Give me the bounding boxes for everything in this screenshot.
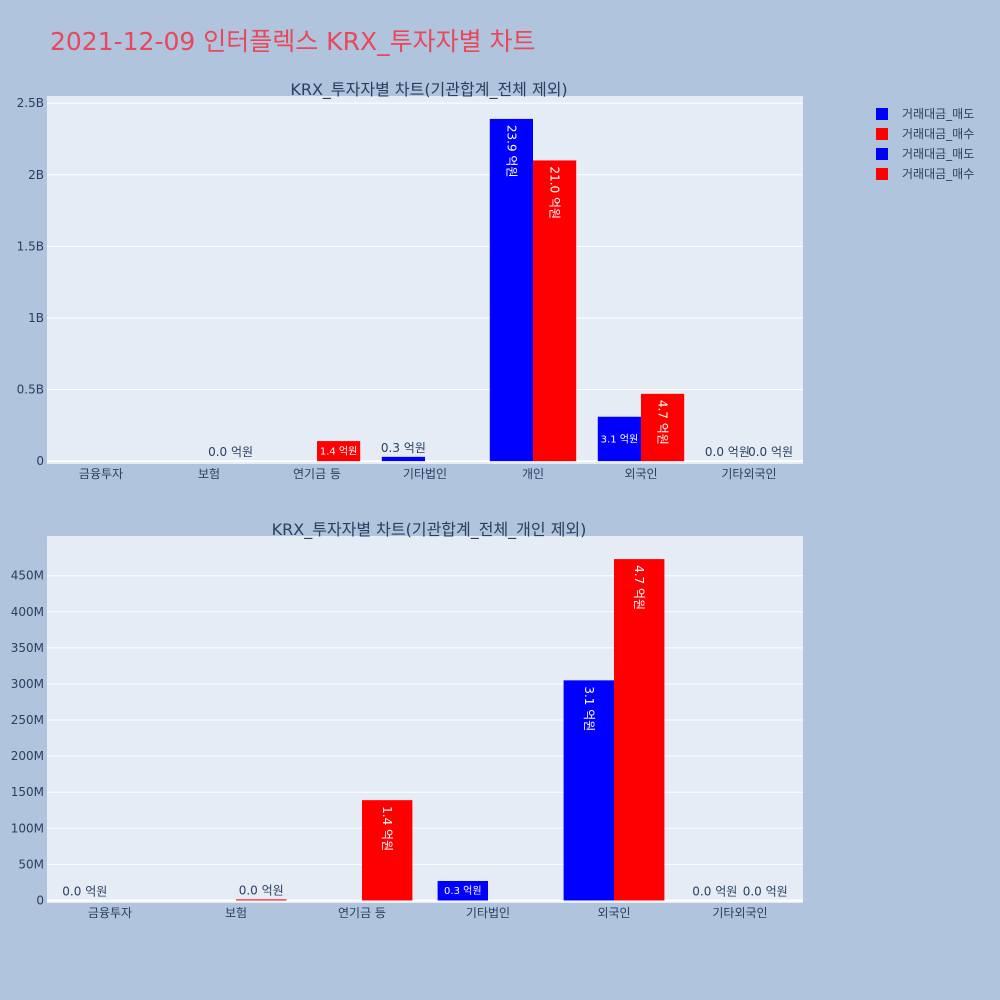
legend-swatch[interactable] [876, 128, 888, 140]
x-tick-label: 금융투자 [88, 906, 132, 920]
y-tick-label: 400M [11, 605, 44, 619]
bar[interactable] [614, 559, 665, 901]
bar[interactable] [236, 899, 287, 901]
y-tick-label: 200M [11, 749, 44, 763]
data-label: 0.0 억원 [705, 445, 750, 459]
x-tick-label: 기타법인 [466, 906, 510, 920]
data-label: 0.0 억원 [692, 884, 737, 898]
plot-area [47, 536, 803, 903]
y-tick-label: 0 [36, 454, 44, 468]
y-tick-label: 450M [11, 569, 44, 583]
data-label: 1.4 억원 [380, 806, 394, 851]
data-label: 0.3 억원 [381, 441, 426, 455]
bar[interactable] [489, 118, 533, 462]
data-label: 21.0 억원 [548, 166, 562, 219]
data-label: 0.3 억원 [444, 885, 481, 897]
legend-swatch[interactable] [876, 168, 888, 180]
data-label: 0.0 억원 [62, 884, 107, 898]
y-tick-label: 2.5B [17, 96, 44, 110]
bar[interactable] [362, 800, 413, 901]
data-label: 1.4 억원 [320, 446, 357, 458]
data-label: 0.0 억원 [239, 883, 284, 897]
data-label: 0.0 억원 [748, 445, 793, 459]
y-tick-label: 300M [11, 677, 44, 691]
bar[interactable] [533, 160, 577, 462]
legend-label[interactable]: 거래대금_매수 [902, 167, 974, 181]
x-tick-label: 외국인 [624, 467, 657, 481]
chart-title: KRX_투자자별 차트(기관합계_전체_개인 제외) [272, 520, 587, 540]
legend-label[interactable]: 거래대금_매도 [902, 107, 974, 121]
chart-top: 0 0.5B 1B 1.5B 2B 2.5B KRX_투자자별 차트(기관합계_전체 제외)… [17, 80, 803, 481]
x-tick-label: 금융투자 [79, 467, 123, 481]
y-tick-label: 0.5B [17, 383, 44, 397]
data-label: 3.1 억원 [601, 433, 638, 445]
x-tick-label: 기타외국인 [721, 467, 776, 481]
y-tick-label: 1B [28, 311, 44, 325]
y-tick-label: 100M [11, 821, 44, 835]
data-label: 0.0 억원 [208, 445, 253, 459]
x-tick-label: 연기금 등 [293, 467, 341, 481]
bar[interactable] [641, 393, 685, 462]
bar[interactable] [597, 416, 641, 462]
x-tick-label: 연기금 등 [338, 906, 386, 920]
data-label: 4.7 억원 [656, 400, 670, 445]
chart-bottom: 0 50M 100M 150M 200M 250M 300M 350M 400M 450M KRX_… [11, 520, 803, 920]
chart-title: KRX_투자자별 차트(기관합계_전체 제외) [290, 80, 567, 100]
legend-swatch[interactable] [876, 148, 888, 160]
legend-swatch[interactable] [876, 108, 888, 120]
x-tick-label: 기타법인 [403, 467, 447, 481]
y-tick-label: 2B [28, 168, 44, 182]
x-tick-label: 보험 [198, 467, 220, 481]
y-tick-label: 0 [36, 893, 44, 907]
data-label: 0.0 억원 [743, 884, 788, 898]
x-tick-label: 보험 [225, 906, 247, 920]
data-label: 4.7 억원 [632, 565, 646, 610]
y-tick-label: 350M [11, 641, 44, 655]
legend-label[interactable]: 거래대금_매수 [902, 127, 974, 141]
bar[interactable] [563, 680, 614, 901]
y-tick-label: 250M [11, 713, 44, 727]
plot-area [47, 96, 803, 464]
bar[interactable] [437, 880, 488, 901]
bar[interactable] [381, 456, 425, 462]
y-tick-label: 150M [11, 785, 44, 799]
data-label: 3.1 억원 [582, 686, 596, 731]
x-tick-label: 개인 [522, 467, 544, 481]
legend-label[interactable]: 거래대금_매도 [902, 147, 974, 161]
page-title: 2021-12-09 인터플렉스 KRX_투자자별 차트 [50, 27, 536, 56]
y-tick-label: 1.5B [17, 239, 44, 253]
data-label: 23.9 억원 [504, 125, 518, 178]
bar[interactable] [317, 441, 361, 462]
x-tick-label: 외국인 [597, 906, 630, 920]
y-tick-label: 50M [18, 857, 44, 871]
x-tick-label: 기타외국인 [712, 906, 767, 920]
